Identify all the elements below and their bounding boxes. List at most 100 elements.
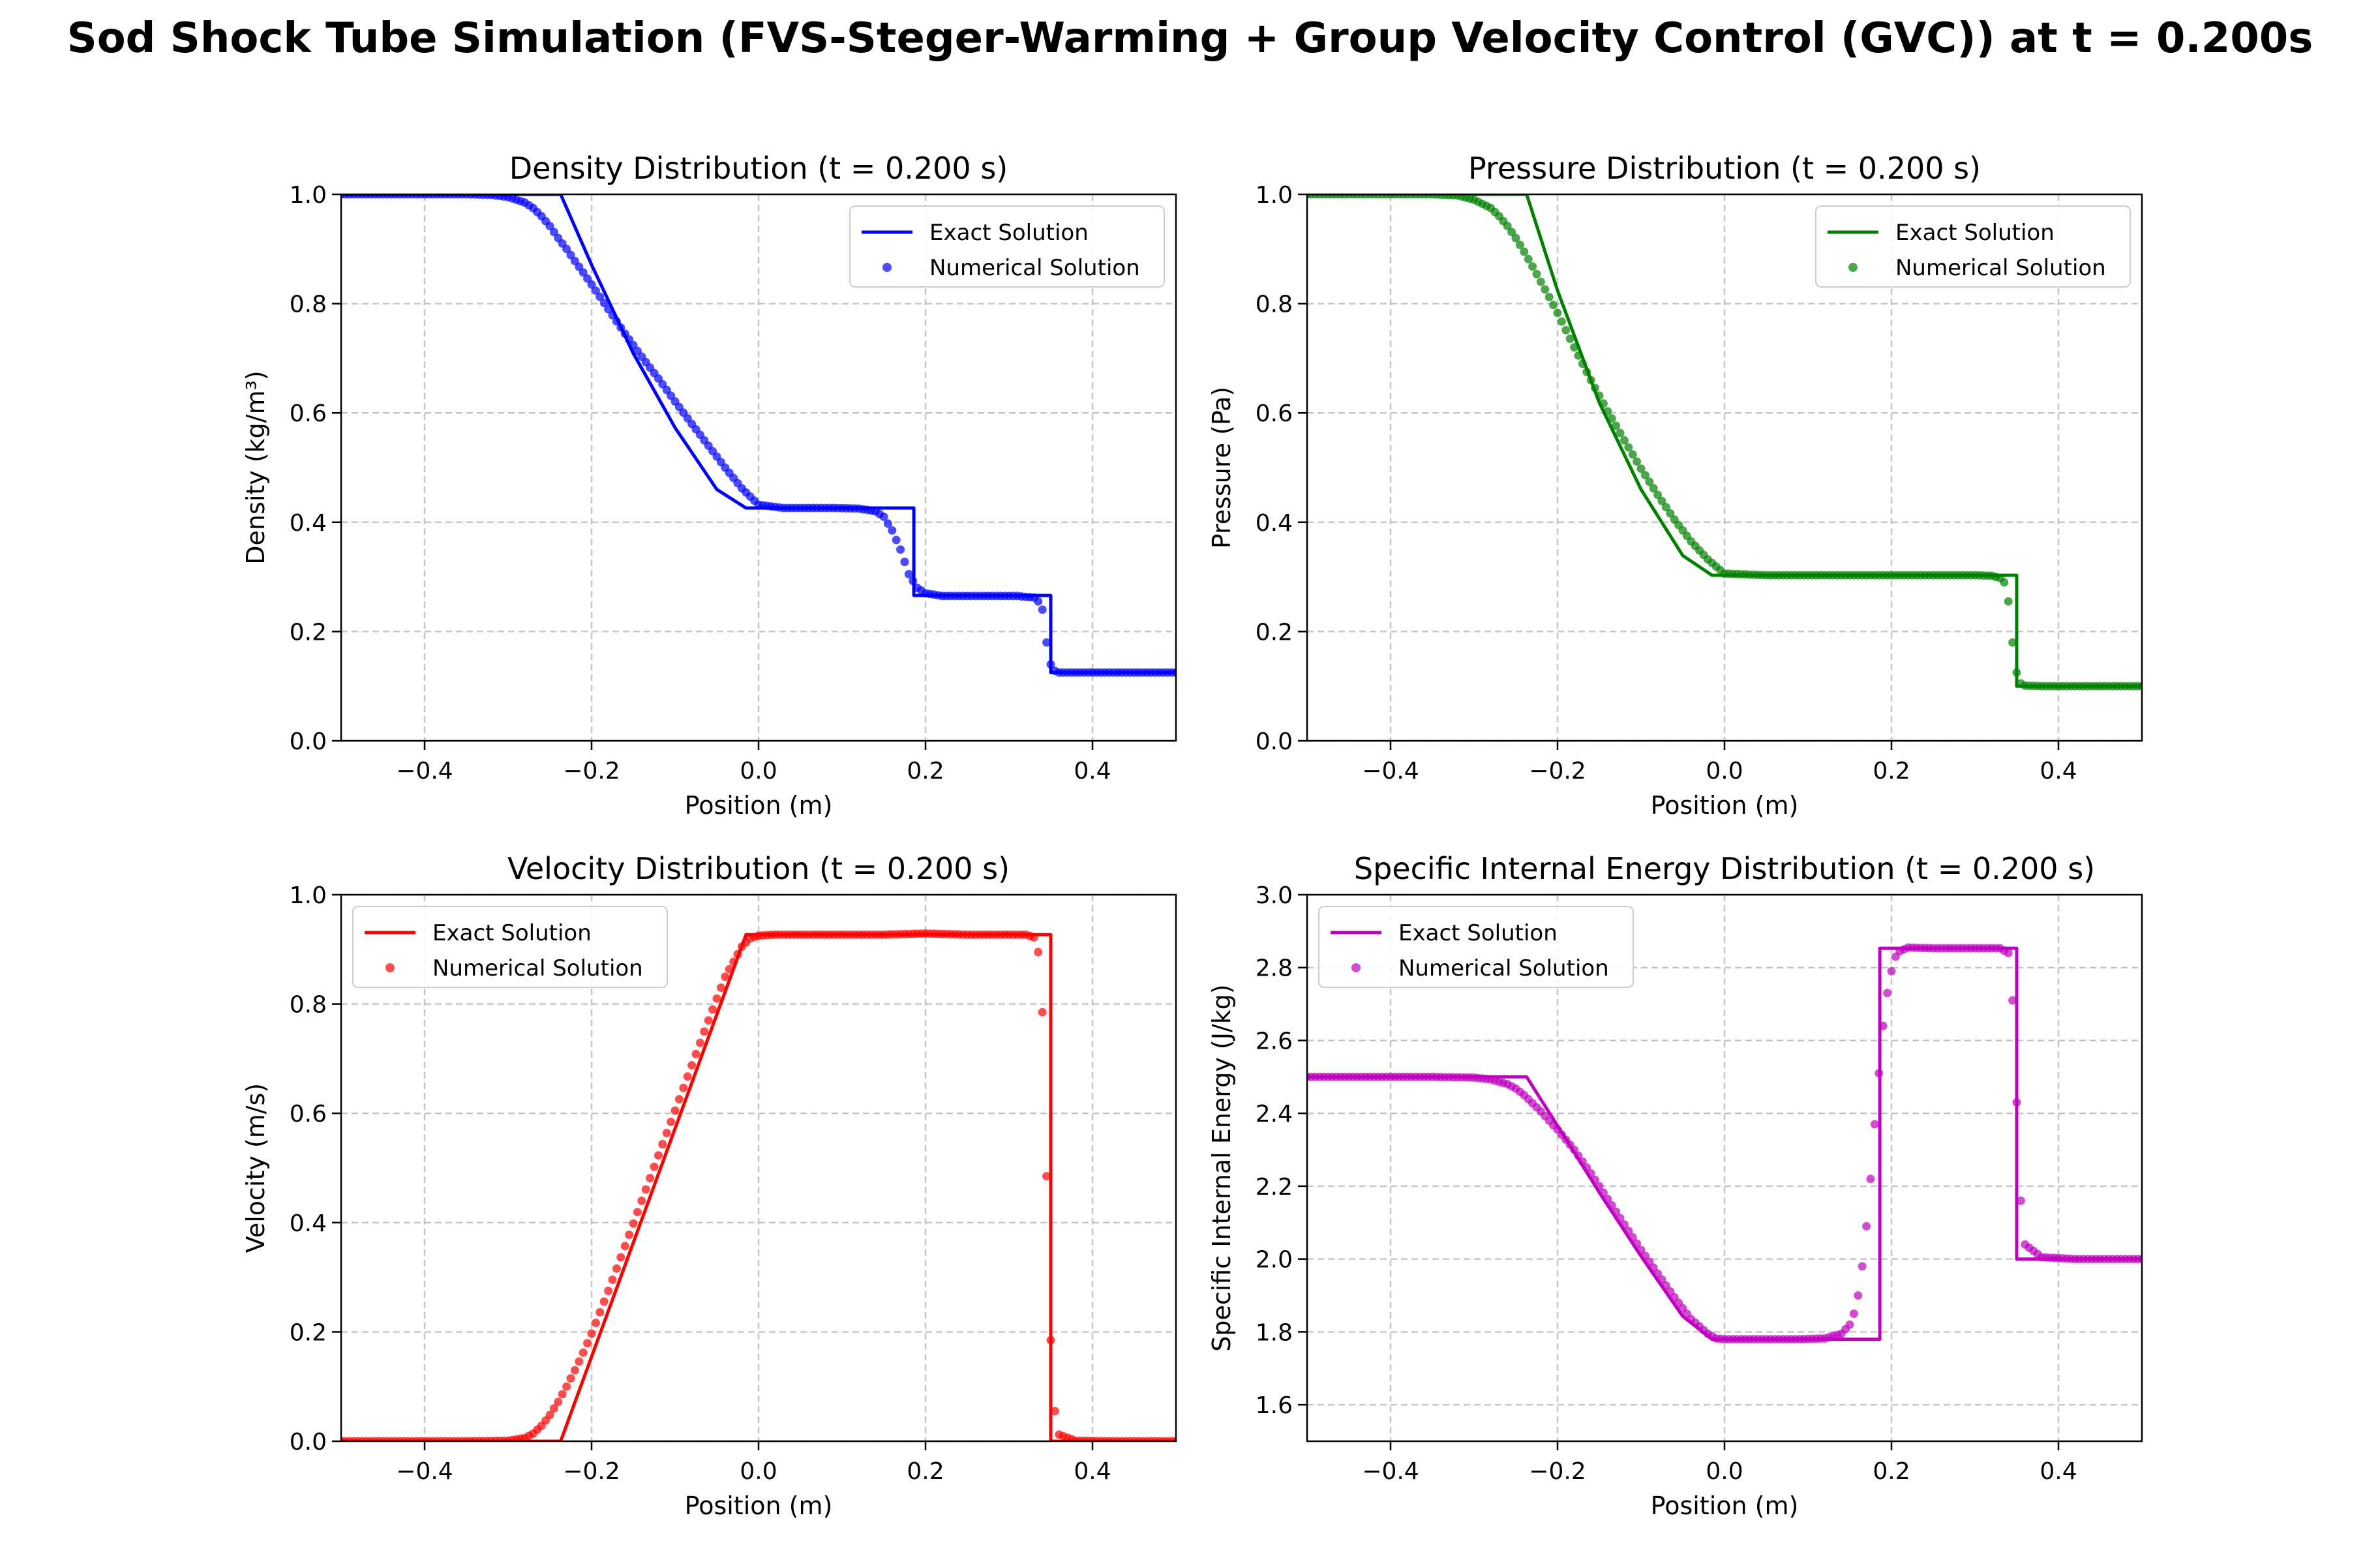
numerical-point bbox=[729, 957, 738, 966]
legend: Exact Solution Numerical Solution bbox=[1318, 906, 1634, 988]
numerical-point bbox=[1624, 1226, 1633, 1235]
y-tick-label: 0.6 bbox=[290, 1101, 327, 1128]
numerical-point bbox=[595, 1308, 605, 1317]
numerical-point bbox=[1578, 359, 1587, 368]
legend-label-numerical: Numerical Solution bbox=[432, 955, 643, 981]
y-tick-label: 3.0 bbox=[1256, 882, 1293, 909]
numerical-point bbox=[1544, 293, 1554, 301]
numerical-point bbox=[1616, 428, 1625, 438]
numerical-point bbox=[1524, 254, 1533, 263]
numerical-point bbox=[1582, 367, 1591, 376]
numerical-point bbox=[2016, 1196, 2025, 1205]
numerical-point bbox=[1883, 989, 1892, 998]
x-tick-label: −0.4 bbox=[396, 1458, 453, 1485]
legend-label-numerical: Numerical Solution bbox=[1895, 255, 2106, 281]
numerical-point bbox=[712, 994, 721, 1003]
numerical-point bbox=[1657, 1275, 1666, 1284]
x-tick-label: 0.2 bbox=[1873, 758, 1910, 785]
x-tick-label: 0.0 bbox=[740, 1458, 777, 1485]
numerical-point bbox=[1619, 436, 1629, 445]
numerical-point bbox=[1640, 471, 1649, 480]
numerical-point bbox=[1633, 457, 1642, 466]
y-tick-label: 0.0 bbox=[290, 728, 327, 755]
numerical-point bbox=[1603, 1195, 1612, 1203]
numerical-point bbox=[879, 512, 888, 521]
legend-marker-swatch bbox=[882, 263, 892, 272]
numerical-point bbox=[1574, 1151, 1583, 1160]
numerical-point bbox=[1866, 1174, 1875, 1184]
numerical-point bbox=[620, 1242, 629, 1251]
numerical-point bbox=[1582, 1163, 1591, 1172]
numerical-point bbox=[570, 1366, 579, 1375]
numerical-point bbox=[721, 972, 730, 981]
numerical-point bbox=[1029, 933, 1038, 942]
y-tick-label: 0.4 bbox=[290, 1210, 327, 1237]
numerical-point bbox=[579, 1348, 588, 1357]
plot-frame bbox=[1306, 893, 2143, 1443]
y-axis-label: Specific Internal Energy (J/kg) bbox=[1207, 984, 1236, 1351]
numerical-point bbox=[1653, 1269, 1663, 1278]
numerical-point bbox=[1520, 247, 1529, 256]
y-tick-label: 0.6 bbox=[290, 400, 327, 427]
numerical-point bbox=[599, 1297, 609, 1306]
x-tick-label: 0.2 bbox=[907, 1458, 944, 1485]
numerical-point bbox=[708, 1005, 717, 1014]
numerical-point bbox=[2012, 668, 2021, 677]
numerical-point bbox=[587, 1329, 596, 1338]
numerical-point bbox=[733, 950, 742, 959]
numerical-point bbox=[1603, 407, 1612, 416]
numerical-point bbox=[2004, 948, 2013, 957]
numerical-point bbox=[1649, 1263, 1658, 1272]
numerical-point bbox=[1633, 1239, 1642, 1248]
plot-area bbox=[341, 194, 1176, 677]
numerical-point bbox=[2008, 996, 2017, 1005]
numerical-point bbox=[637, 1196, 646, 1205]
legend: Exact Solution Numerical Solution bbox=[352, 906, 668, 988]
numerical-point bbox=[629, 1219, 638, 1228]
numerical-point bbox=[1034, 597, 1043, 606]
legend-marker-swatch bbox=[1351, 963, 1361, 972]
plot-area bbox=[1307, 194, 2142, 691]
numerical-point bbox=[900, 558, 909, 567]
numerical-point bbox=[904, 569, 913, 578]
numerical-point bbox=[667, 1117, 676, 1126]
numerical-point bbox=[1640, 1251, 1649, 1261]
legend: Exact Solution Numerical Solution bbox=[1815, 205, 2131, 288]
numerical-point bbox=[625, 1230, 634, 1239]
x-axis-label: Position (m) bbox=[685, 791, 833, 820]
numerical-point bbox=[554, 1398, 563, 1407]
plot-frame bbox=[1306, 193, 2143, 742]
numerical-point bbox=[1171, 668, 1176, 677]
numerical-point bbox=[1854, 1291, 1863, 1300]
numerical-point bbox=[1661, 1281, 1670, 1290]
numerical-point bbox=[725, 965, 734, 974]
numerical-point bbox=[896, 545, 905, 554]
legend-marker-swatch bbox=[385, 963, 395, 972]
pressure-chart: Pressure Distribution (t = 0.200 s) −0.4 −… bbox=[1207, 151, 2143, 820]
numerical-point bbox=[579, 268, 588, 277]
numerical-point bbox=[608, 310, 617, 320]
numerical-point bbox=[691, 1049, 700, 1058]
y-tick-label: 0.0 bbox=[1256, 728, 1293, 755]
numerical-point bbox=[1649, 484, 1658, 493]
exact-solution-line bbox=[1307, 946, 2142, 1341]
numerical-point bbox=[1570, 343, 1579, 352]
numerical-point bbox=[1046, 1336, 1055, 1345]
numerical-point bbox=[700, 1027, 709, 1036]
exact-solution-line bbox=[1307, 194, 2142, 688]
y-tick-label: 0.2 bbox=[290, 1319, 327, 1346]
numerical-point bbox=[1553, 308, 1562, 318]
y-axis-label: Density (kg/m³) bbox=[241, 370, 270, 564]
numerical-point bbox=[704, 1016, 713, 1025]
legend-label-exact: Exact Solution bbox=[432, 920, 592, 946]
numerical-point bbox=[650, 1162, 659, 1171]
numerical-point bbox=[1038, 605, 1047, 614]
y-tick-label: 0.2 bbox=[1256, 619, 1293, 646]
numerical-point bbox=[2000, 578, 2009, 587]
legend-box bbox=[352, 906, 668, 988]
plot-frame bbox=[340, 893, 1177, 1443]
legend-box bbox=[849, 205, 1165, 288]
numerical-point bbox=[1591, 1175, 1600, 1184]
numerical-point bbox=[1628, 1233, 1637, 1242]
numerical-point bbox=[1528, 262, 1537, 271]
